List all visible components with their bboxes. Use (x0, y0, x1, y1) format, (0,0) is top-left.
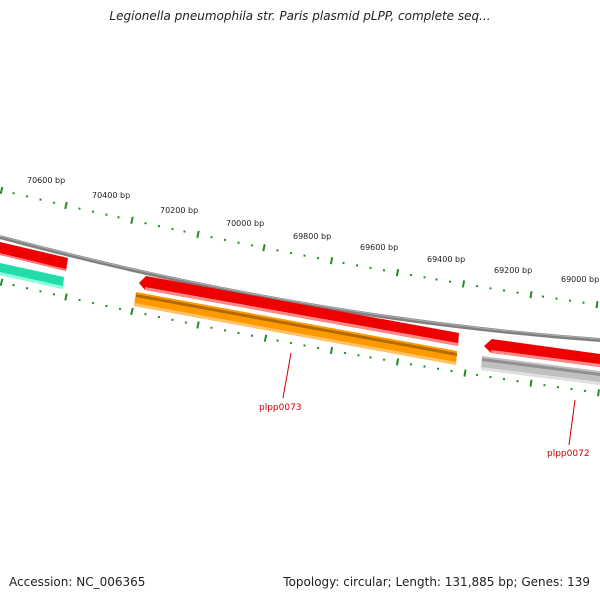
inner-scale-major-tick (529, 379, 533, 387)
inner-scale-major-tick (329, 346, 334, 355)
gene-forward-right[interactable] (484, 339, 600, 367)
accession-text: Accession: NC_006365 (9, 575, 146, 589)
plasmid-backbone (0, 235, 600, 342)
scale-label-69400: 69400 bp (427, 255, 465, 264)
inner-scale-major-tick (597, 389, 600, 397)
scale-label-70000: 70000 bp (226, 219, 264, 228)
outer-scale-major-tick (461, 280, 466, 288)
scale-label-70400: 70400 bp (92, 191, 130, 200)
inner-scale-major-tick (64, 293, 68, 301)
outer-scale-major-tick (395, 269, 400, 277)
inner-scale-major-tick (130, 307, 134, 316)
plpp0073-leader (282, 352, 292, 399)
summary-text: Topology: circular; Length: 131,885 bp; … (283, 575, 590, 589)
scale-labels: 70600 bp 70400 bp 70200 bp 70000 bp 6980… (27, 176, 599, 284)
plpp0072-leader (568, 399, 576, 446)
gene-reverse-teal[interactable] (0, 263, 64, 289)
inner-scale-major-tick (263, 334, 268, 342)
outer-scale-major-tick (595, 300, 599, 309)
outer-scale-major-tick (130, 216, 134, 224)
gene-forward-plpp0073[interactable] (139, 276, 459, 346)
inner-scale-major-tick (395, 358, 400, 366)
gene-label-plpp0072[interactable]: plpp0072 (547, 449, 590, 459)
scale-label-70200: 70200 bp (160, 206, 198, 215)
outer-scale (0, 186, 599, 309)
scale-label-69800: 69800 bp (293, 232, 331, 241)
inner-scale-major-tick (463, 369, 467, 377)
map-title: Legionella pneumophila str. Paris plasmi… (109, 9, 491, 23)
outer-scale-major-tick (0, 186, 4, 194)
scale-label-69200: 69200 bp (494, 266, 532, 275)
gene-forward-left[interactable] (0, 242, 68, 271)
inner-scale-major-tick (0, 278, 4, 286)
gene-label-plpp0073[interactable]: plpp0073 (259, 403, 302, 413)
outer-scale-major-tick (196, 230, 200, 238)
outer-scale-major-tick (329, 257, 334, 265)
gene-reverse-gray[interactable] (481, 356, 600, 385)
plasmid-backbone-highlight (0, 235, 600, 340)
outer-scale-major-tick (262, 244, 266, 252)
scale-label-69600: 69600 bp (360, 243, 398, 252)
outer-scale-major-tick (64, 201, 68, 210)
outer-scale-major-tick (529, 291, 533, 299)
inner-scale-major-tick (196, 321, 200, 329)
scale-label-69000: 69000 bp (561, 275, 599, 284)
inner-scale (0, 278, 600, 397)
scale-label-70600: 70600 bp (27, 176, 65, 185)
gene-reverse-orange[interactable] (134, 292, 457, 365)
